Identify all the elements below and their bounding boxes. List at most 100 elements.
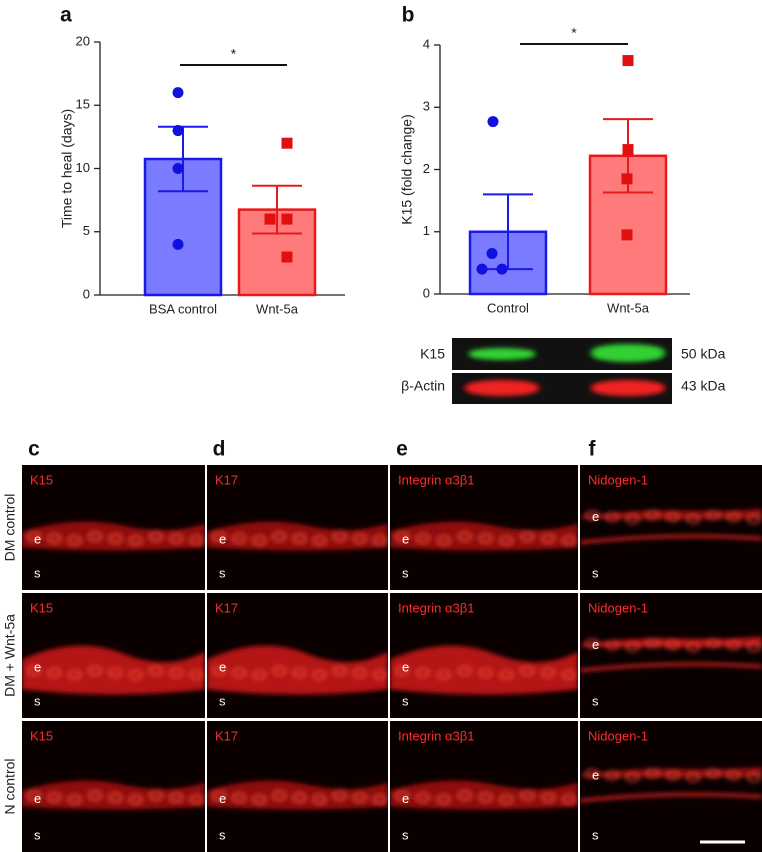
basement-line <box>580 793 762 803</box>
bar <box>143 157 223 297</box>
cell-nucleus <box>499 794 514 805</box>
epidermis <box>207 521 388 551</box>
basement-line <box>580 662 762 672</box>
stain-label: K15 <box>30 728 53 743</box>
panel-letter: a <box>60 4 72 27</box>
epidermis <box>22 780 205 810</box>
y-tick-label: 5 <box>83 223 90 238</box>
cell-nucleus <box>625 772 640 783</box>
epidermis-label: e <box>219 531 226 546</box>
tissue <box>22 521 205 551</box>
cell-nucleus <box>272 531 287 542</box>
stain-label: Nidogen-1 <box>588 472 648 487</box>
cell-nucleus <box>437 535 451 546</box>
epidermis <box>390 780 578 810</box>
y-tick-label: 0 <box>83 286 90 301</box>
cell-nucleus <box>128 535 143 546</box>
micrograph-bg <box>580 593 762 718</box>
significance-label: * <box>231 46 237 62</box>
cell-nucleus <box>252 670 266 680</box>
cell-nucleus <box>292 533 307 544</box>
epidermis <box>390 521 578 551</box>
cell-nucleus <box>252 794 266 805</box>
stroma-label: s <box>219 693 226 708</box>
cell-nucleus <box>212 790 226 801</box>
cell-nucleus <box>149 531 163 542</box>
cell-nucleus <box>272 790 287 801</box>
stain-label: K15 <box>30 600 53 615</box>
cell-nucleus <box>232 533 246 544</box>
epidermis-label: e <box>402 531 409 546</box>
cell-nucleus <box>562 670 576 680</box>
tissue <box>207 521 388 551</box>
tissue <box>390 645 578 695</box>
stroma-label: s <box>34 693 41 708</box>
epidermis-label: e <box>592 509 599 524</box>
cell-nucleus <box>625 642 640 652</box>
cell-nucleus <box>726 640 741 650</box>
cell-nucleus <box>416 668 430 678</box>
cell-nucleus <box>212 666 226 676</box>
error-bar <box>158 125 208 193</box>
epidermis-label: e <box>592 637 599 652</box>
epidermis-label: e <box>34 791 41 806</box>
y-axis-label: Time to heal (days) <box>59 109 75 228</box>
cell-nucleus <box>47 792 62 803</box>
cell-nucleus <box>67 670 82 680</box>
cell-nucleus <box>499 535 514 546</box>
tissue <box>580 636 762 672</box>
tissue <box>580 508 762 544</box>
cell-nucleus <box>645 510 660 520</box>
cell-nucleus <box>605 512 619 522</box>
cell-nucleus <box>88 790 102 801</box>
cell-nucleus <box>478 533 493 544</box>
cell-nucleus <box>706 638 721 648</box>
micrograph: Integrin α3β1 e s <box>390 721 578 852</box>
cell-nucleus <box>541 792 555 803</box>
western-blot: K15 β-Actin 50 kDa 43 kDa <box>401 338 726 404</box>
cell-nucleus <box>149 666 163 676</box>
micrograph: Nidogen-1 e s <box>580 593 762 718</box>
panel-letter: e <box>396 438 408 461</box>
cell-nucleus <box>88 666 102 676</box>
cell-nucleus <box>605 640 619 650</box>
y-axis-label: K15 (fold change) <box>399 114 415 225</box>
cell-nucleus <box>189 535 204 546</box>
cell-nucleus <box>395 531 409 542</box>
cell-nucleus <box>478 668 493 678</box>
data-point <box>486 248 498 260</box>
stroma-label: s <box>402 565 409 580</box>
stroma-label: s <box>34 827 41 842</box>
cell-nucleus <box>585 510 599 520</box>
data-point <box>281 137 293 149</box>
tissue <box>390 521 578 551</box>
cell-nucleus <box>625 514 640 524</box>
cell-nucleus <box>47 668 62 678</box>
error-bar <box>483 193 533 271</box>
y-tick-label: 15 <box>76 97 90 112</box>
cell-nucleus <box>520 531 535 542</box>
cell-nucleus <box>585 768 599 779</box>
cell-nucleus <box>108 533 123 544</box>
y-tick-label: 20 <box>76 33 90 48</box>
cell-nucleus <box>373 794 387 805</box>
cell-nucleus <box>541 533 555 544</box>
stroma-label: s <box>592 827 599 842</box>
tissue <box>22 645 205 695</box>
stroma-label: s <box>592 565 599 580</box>
panel-letter: d <box>213 438 226 461</box>
micrograph: Integrin α3β1 e s <box>390 593 578 718</box>
cell-nucleus <box>585 638 599 648</box>
cell-nucleus <box>726 512 741 522</box>
bar-chart: b K15 (fold change) 0 1 2 3 4 Control Wnt-5a * <box>399 4 690 315</box>
cell-nucleus <box>562 794 576 805</box>
cell-nucleus <box>88 531 102 542</box>
cell-nucleus <box>128 794 143 805</box>
cell-nucleus <box>562 535 576 546</box>
data-point <box>281 251 293 263</box>
epidermis <box>207 645 388 695</box>
x-tick-label: Control <box>487 300 529 315</box>
epidermis-label: e <box>34 531 41 546</box>
